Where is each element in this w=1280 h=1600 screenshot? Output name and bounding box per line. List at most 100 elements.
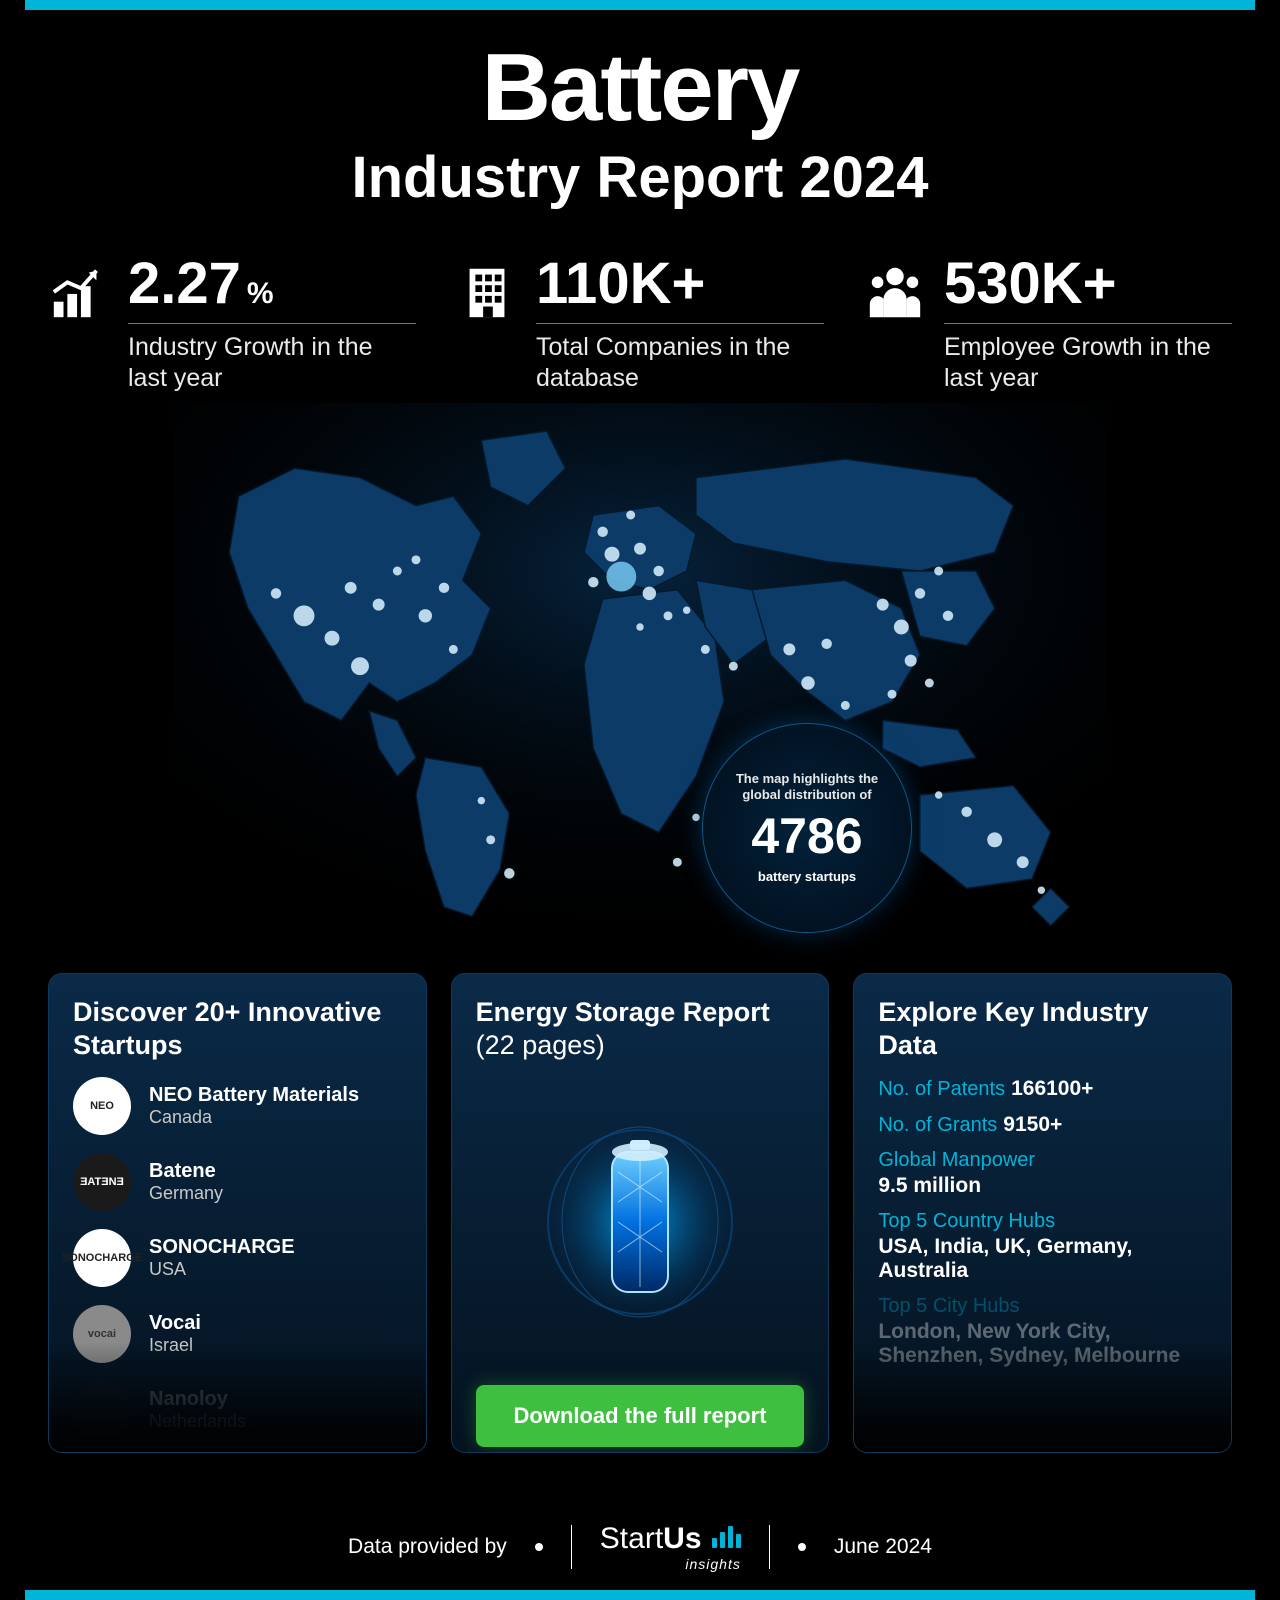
map-dot: [605, 546, 620, 561]
startup-logo: ƎATƎNƎ: [73, 1153, 131, 1211]
startup-name: SONOCHARGE: [149, 1236, 295, 1259]
map-dot: [673, 857, 682, 866]
industry-data-row: No. of Patents 166100+: [878, 1077, 1207, 1101]
stat-label: Total Companies in the database: [536, 332, 824, 395]
startup-item[interactable]: NEO NEO Battery MaterialsCanada: [73, 1077, 402, 1135]
startup-logo: [73, 1381, 131, 1439]
industry-data-row: Top 5 Country HubsUSA, India, UK, German…: [878, 1210, 1207, 1283]
map-dot: [325, 630, 340, 645]
map-dot: [393, 566, 402, 575]
map-dot: [439, 582, 449, 592]
startup-item[interactable]: SONOCHARGESONOCHARGEUSA: [73, 1229, 402, 1287]
map-dot: [504, 868, 514, 878]
data-value: USA, India, UK, Germany, Australia: [878, 1235, 1207, 1283]
data-value: 166100+: [1011, 1077, 1093, 1100]
map-dot: [783, 643, 795, 655]
data-value: 9.5 million: [878, 1174, 1207, 1198]
title-sub: Industry Report 2024: [48, 144, 1232, 211]
card-report-heading: Energy Storage Report (22 pages): [476, 996, 805, 1064]
industry-data-row: Top 5 City HubsLondon, New York City, Sh…: [878, 1295, 1207, 1368]
card-startups: Discover 20+ Innovative Startups NEO NEO …: [48, 973, 427, 1453]
map-dot: [821, 638, 831, 648]
map-dot: [961, 806, 971, 816]
map-callout-value: 4786: [751, 807, 862, 865]
startup-item[interactable]: ƎATƎNƎ BateneGermany: [73, 1153, 402, 1211]
map-callout: The map highlights the global distributi…: [702, 723, 912, 933]
map-dot: [915, 588, 925, 598]
building-icon: [456, 261, 518, 323]
map-dot: [729, 661, 738, 670]
footer: Data provided by StartUs insights June 2…: [0, 1522, 1280, 1572]
battery-illustration: [476, 1077, 805, 1367]
map-dot: [478, 796, 485, 803]
map-dot: [345, 581, 357, 593]
world-map: The map highlights the global distributi…: [48, 403, 1232, 963]
card-startups-heading: Discover 20+ Innovative Startups: [73, 996, 402, 1064]
card-report: Energy Storage Report (22 pages): [451, 973, 830, 1453]
stat-value: 530K+: [944, 251, 1117, 316]
map-dot: [692, 813, 699, 820]
startup-name: Vocai: [149, 1312, 201, 1335]
startup-logo: NEO: [73, 1077, 131, 1135]
map-dot: [351, 657, 369, 675]
startup-name: Nanoloy: [149, 1388, 246, 1411]
data-label: Global Manpower: [878, 1149, 1207, 1172]
map-dot: [419, 609, 432, 622]
map-callout-pre: The map highlights the global distributi…: [703, 771, 911, 804]
stat-growth: 2.27% Industry Growth in the last year: [48, 255, 416, 395]
data-label: No. of Patents: [878, 1078, 1005, 1100]
map-dot: [888, 689, 897, 698]
stat-companies: 110K+ Total Companies in the database: [456, 255, 824, 395]
industry-data-row: No. of Grants9150+: [878, 1113, 1207, 1137]
download-report-button[interactable]: Download the full report: [476, 1385, 805, 1447]
map-dot: [905, 654, 917, 666]
map-dot: [801, 676, 814, 689]
map-dot: [934, 566, 943, 575]
map-dot: [634, 542, 646, 554]
data-value: London, New York City, Shenzhen, Sydney,…: [878, 1320, 1207, 1368]
map-dot: [449, 644, 458, 653]
startup-country: Canada: [149, 1107, 359, 1128]
map-dot: [683, 606, 690, 613]
map-dot: [294, 605, 315, 626]
industry-data-row: Global Manpower9.5 million: [878, 1149, 1207, 1198]
startup-name: Batene: [149, 1160, 223, 1183]
startup-country: USA: [149, 1259, 295, 1280]
footer-date: June 2024: [834, 1535, 932, 1559]
brand-logo: StartUs insights: [600, 1522, 741, 1572]
data-value: 9150+: [1003, 1113, 1062, 1136]
map-dot: [1038, 886, 1045, 893]
map-dot: [987, 832, 1002, 847]
startup-name: NEO Battery Materials: [149, 1084, 359, 1107]
stat-value: 2.27: [128, 251, 241, 316]
map-dot: [1017, 856, 1029, 868]
industry-data-list: No. of Patents 166100+ No. of Grants9150+ G…: [878, 1077, 1207, 1368]
card-data-heading: Explore Key Industry Data: [878, 996, 1207, 1064]
map-dot: [653, 565, 663, 575]
startup-logo: SONOCHARGE: [73, 1229, 131, 1287]
top-accent-bar: [25, 0, 1255, 10]
map-dot: [664, 611, 673, 620]
stats-row: 2.27% Industry Growth in the last year 1…: [48, 255, 1232, 395]
map-dot: [486, 835, 495, 844]
startup-country: Israel: [149, 1335, 201, 1356]
map-dot: [373, 598, 385, 610]
map-dot: [894, 619, 909, 634]
map-dot: [271, 588, 281, 598]
startup-item[interactable]: NanoloyNetherlands: [73, 1381, 402, 1439]
map-dot: [935, 791, 942, 798]
startup-country: Germany: [149, 1183, 223, 1204]
stat-unit: %: [247, 277, 274, 310]
startup-list: NEO NEO Battery MaterialsCanada ƎATƎNƎ Bate…: [73, 1077, 402, 1439]
card-industry-data: Explore Key Industry Data No. of Patents…: [853, 973, 1232, 1453]
bottom-accent-bar: [25, 1590, 1255, 1600]
data-label: Top 5 Country Hubs: [878, 1210, 1207, 1233]
map-dot: [701, 644, 710, 653]
map-dot: [597, 526, 607, 536]
map-dot: [636, 623, 643, 630]
people-icon: [864, 261, 926, 323]
startup-item[interactable]: vocaiVocaiIsrael: [73, 1305, 402, 1363]
startup-country: Netherlands: [149, 1411, 246, 1432]
map-dot: [943, 610, 953, 620]
map-dot: [877, 598, 889, 610]
